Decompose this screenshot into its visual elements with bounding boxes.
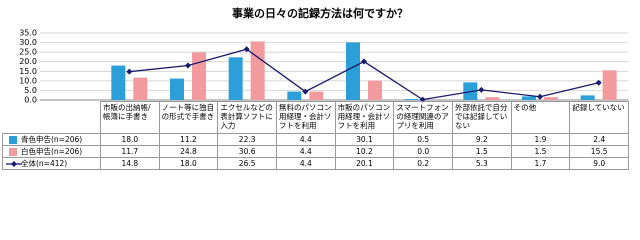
legend-key [9, 136, 17, 144]
y-tick-label: 35.0 [19, 29, 37, 38]
bar [485, 97, 500, 100]
marker [361, 58, 367, 65]
marker [185, 62, 191, 69]
legend-key [6, 161, 22, 167]
bar [544, 97, 558, 100]
category-label: スマートフォンの経理関連のアプリを利用 [393, 101, 453, 134]
category-label: ノート等に独自の形式で手書き [158, 101, 219, 134]
category-label: 無料のパソコン用経理・会計ソフトを利用 [276, 101, 336, 134]
bar [580, 95, 595, 100]
bar [368, 80, 382, 100]
table-value: 20.1 [334, 157, 395, 170]
bar [522, 96, 536, 100]
table-value: 0.2 [393, 157, 453, 170]
table-value: 5.3 [452, 157, 512, 170]
category-label: 市販の出納帳/帳簿に手書き [100, 101, 160, 134]
y-tick-label: 10.0 [19, 76, 37, 85]
chart-title: 事業の日々の記録方法は何ですか？ [232, 6, 408, 20]
marker [595, 79, 602, 86]
y-tick-label: 30.0 [19, 38, 37, 47]
category-label: 記録していない [569, 101, 629, 134]
chart-svg: 事業の日々の記録方法は何ですか？ 0.05.010.015.020.025.03… [19, 6, 628, 105]
bar [228, 57, 243, 100]
marker [537, 93, 543, 100]
table-value: 14.8 [100, 157, 160, 170]
marker [243, 46, 250, 53]
y-tick-label: 15.0 [19, 67, 37, 76]
y-tick-label: 20.0 [19, 57, 37, 66]
legend-label: 全体(n=412) [2, 157, 101, 170]
y-tick-label: 25.0 [19, 48, 37, 57]
bar [170, 78, 184, 100]
table-value: 18.0 [158, 157, 219, 170]
marker [478, 86, 485, 93]
y-tick-label: 0.0 [24, 96, 37, 105]
table-value: 26.5 [217, 157, 277, 170]
bar [404, 99, 419, 100]
table-value: 4.4 [276, 157, 336, 170]
table-value: 9.0 [569, 157, 629, 170]
category-label: その他 [510, 101, 571, 134]
bar [309, 91, 324, 100]
bar [250, 41, 265, 100]
legend-key [9, 148, 17, 156]
bar [287, 91, 302, 100]
table-value: 1.7 [510, 157, 571, 170]
bar [346, 42, 360, 100]
marker [302, 88, 309, 95]
category-label: 市販のパソコン用経理・会計ソフトを利用 [334, 101, 395, 134]
y-tick-label: 5.0 [24, 86, 37, 95]
bar [192, 52, 206, 100]
bar [602, 70, 617, 100]
category-label: 外部依託で自分では記録していない [452, 101, 512, 134]
bar [133, 77, 148, 100]
bar [111, 65, 126, 100]
chart: 事業の日々の記録方法は何ですか？ 0.0 5.0 10.0 15.0 20.0 25.0 3… [2, 6, 629, 170]
marker [126, 68, 133, 75]
category-label: エクセルなどの表計算ソフトに入力 [217, 101, 277, 134]
